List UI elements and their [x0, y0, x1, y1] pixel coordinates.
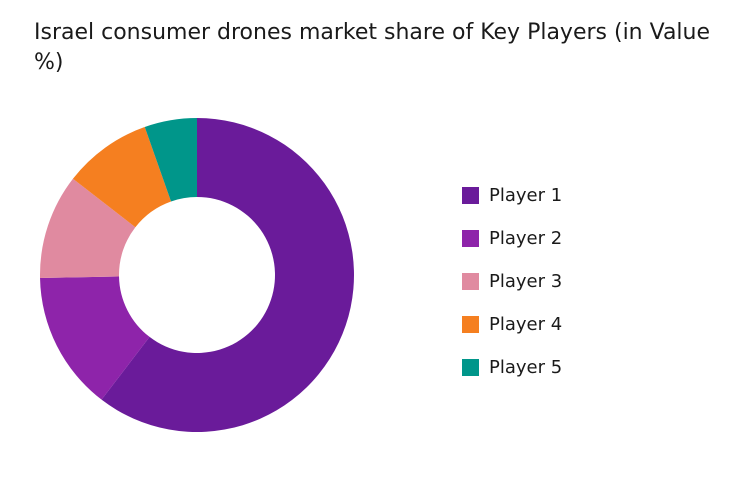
legend-item: Player 3 [462, 260, 562, 303]
donut-slice-5 [144, 118, 197, 202]
legend-swatch [462, 359, 479, 376]
legend-item: Player 2 [462, 217, 562, 260]
donut-slice-1 [101, 118, 355, 432]
legend-item: Player 4 [462, 303, 562, 346]
legend-label: Player 4 [489, 314, 563, 335]
legend-label: Player 2 [489, 228, 563, 249]
donut-slice-4 [72, 126, 172, 228]
legend-swatch [462, 273, 479, 290]
donut-slice-2 [40, 276, 150, 400]
legend-item: Player 1 [462, 174, 562, 217]
legend-label: Player 5 [489, 357, 563, 378]
legend-item: Player 5 [462, 346, 562, 389]
donut-slice-3 [40, 178, 136, 278]
legend: Player 1 Player 2 Player 3 Player 4 Player 5 [462, 174, 562, 389]
legend-swatch [462, 187, 479, 204]
legend-swatch [462, 316, 479, 333]
legend-label: Player 1 [489, 185, 563, 206]
legend-swatch [462, 230, 479, 247]
chart-title: Israel consumer drones market share of K… [34, 20, 711, 75]
legend-label: Player 3 [489, 271, 563, 292]
